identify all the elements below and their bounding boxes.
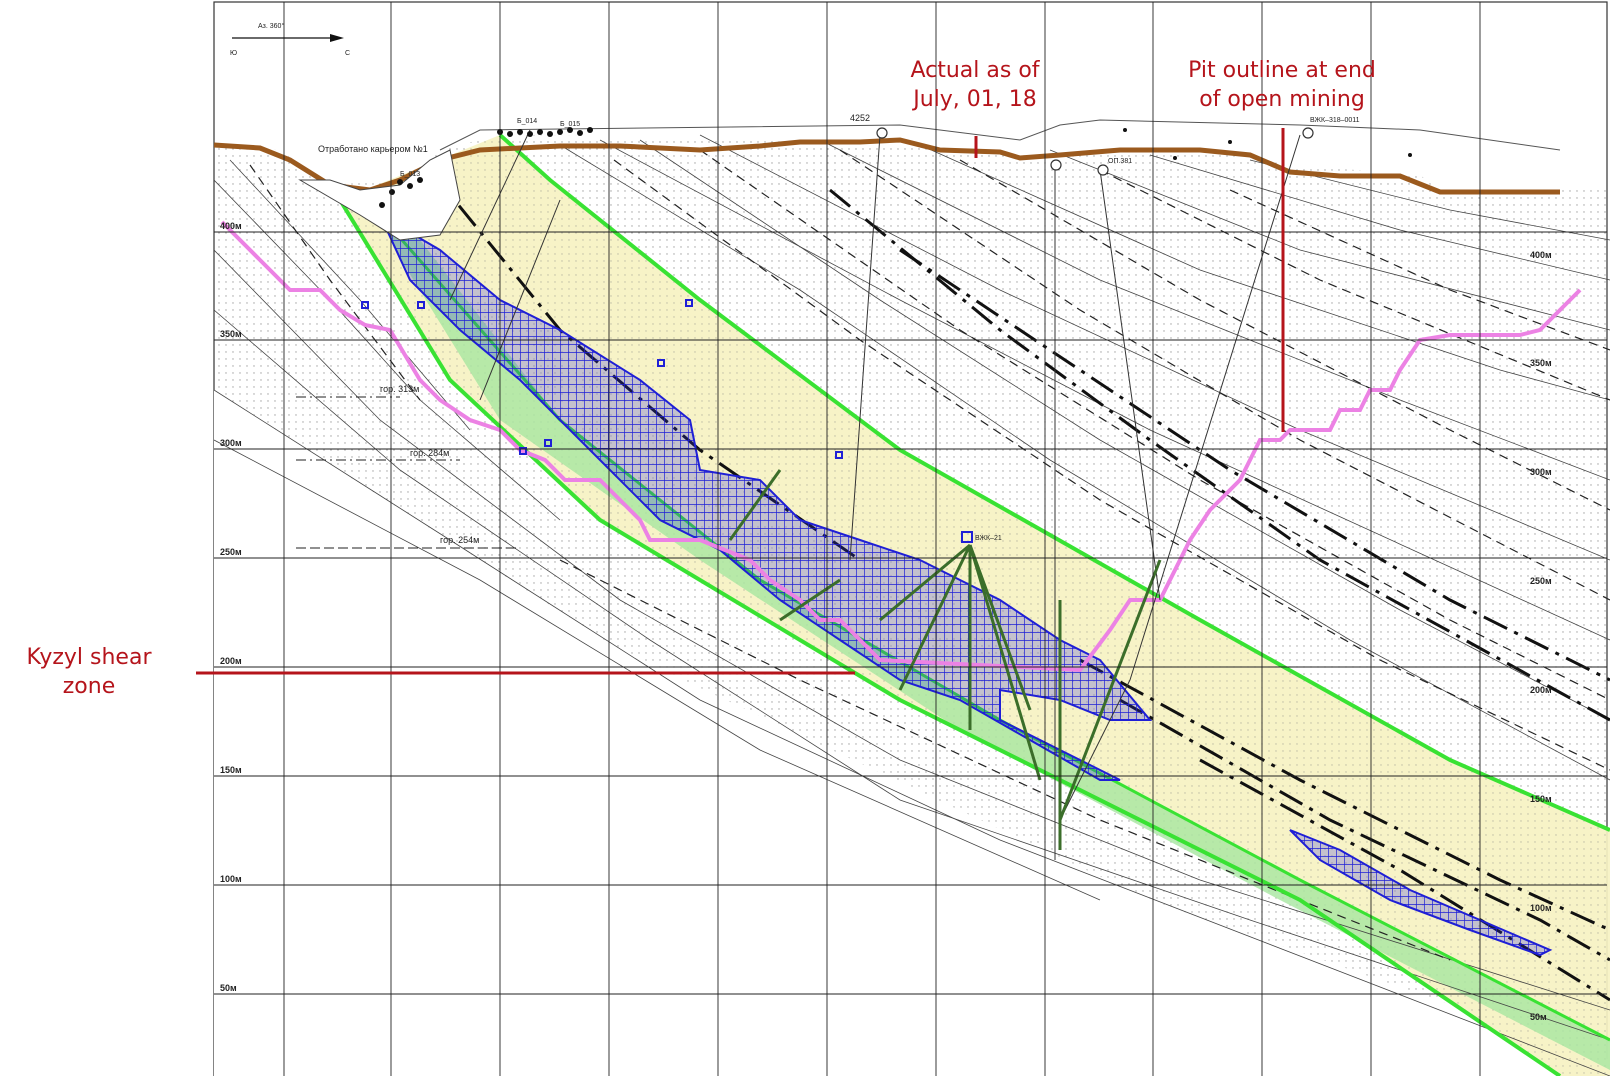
borehole-collars (876, 127, 1314, 176)
bh-label-a: ВЖК–318–0011 (1310, 117, 1360, 124)
elevation-label-left: 350м (220, 329, 242, 339)
ore-body-main (377, 212, 1153, 781)
contact-lines (214, 134, 1610, 1076)
bh-014-label: Б_014 (517, 118, 537, 125)
actual-callout-line2: July, 01, 18 (911, 87, 1037, 112)
elevation-label-right: 100м (1530, 903, 1552, 913)
drillholes (449, 129, 1301, 860)
elevation-label-right: 250м (1530, 576, 1552, 586)
topography-line (214, 137, 1560, 195)
bh-015-label: Б_015 (560, 121, 580, 128)
elevation-labels-right: 400м 350м 300м 250м 200м 150м 100м 50м (1530, 250, 1552, 1022)
elevation-label-left: 300м (220, 438, 242, 448)
kyzyl-callout-line2: zone (63, 674, 116, 699)
surface-profile (439, 119, 1561, 151)
drift-label: ВЖК–21 (975, 535, 1002, 542)
dashed-lithology-lines (249, 149, 1610, 961)
actual-callout-line1: Actual as of (910, 58, 1040, 83)
lower-country-rock (214, 390, 1610, 1076)
elevation-labels-left: 400м 350м 300м 250м 200м 150м 100м 50м (220, 221, 242, 993)
elevation-label-right: 150м (1530, 794, 1552, 804)
level-lines (296, 396, 520, 549)
coordinate-grid (214, 2, 1607, 1076)
elevation-label-left: 50м (220, 983, 237, 993)
elevation-label-right: 50м (1530, 1012, 1547, 1022)
hole-id-label: 4252 (850, 113, 870, 123)
ore-body-lower-lens (1289, 829, 1553, 957)
actual-callout: Actual as of July, 01, 18 (910, 58, 1041, 158)
pit-callout-line2: of open mining (1199, 87, 1365, 112)
kyzyl-callout-line1: Kyzyl shear (27, 645, 153, 670)
pit-callout-line1: Pit outline at end (1188, 58, 1376, 83)
level-313-label: гор. 313м (380, 384, 419, 394)
elevation-label-right: 350м (1530, 358, 1552, 368)
elevation-label-right: 200м (1530, 685, 1552, 695)
elevation-label-left: 400м (220, 221, 242, 231)
pit-outline-callout: Pit outline at end of open mining (1188, 58, 1376, 432)
level-284-label: гор. 284м (410, 448, 449, 458)
mined-out-label: Отработано карьером №1 (318, 144, 428, 154)
boulder-dots (379, 127, 1412, 208)
elevation-label-left: 150м (220, 765, 242, 775)
elevation-label-left: 200м (220, 656, 242, 666)
sample-markers (361, 299, 973, 543)
north-arrow-left: Ю (230, 50, 237, 57)
bh-013-label: Б_013 (400, 171, 420, 178)
north-arrow-azimuth: Аз. 360° (258, 22, 284, 30)
shear-hangingwall-boundary (498, 133, 1610, 832)
north-arrow-right: С (345, 50, 350, 57)
elevation-label-left: 250м (220, 547, 242, 557)
bh-label-b: ОП.381 (1108, 158, 1132, 165)
elevation-label-right: 400м (1530, 250, 1552, 260)
level-254-label: гор. 254м (440, 535, 479, 545)
final-pit-outline (220, 220, 1582, 673)
elevation-label-left: 100м (220, 874, 242, 884)
footwall-green-band (380, 215, 1610, 1070)
shear-footwall-boundary (338, 198, 1562, 1076)
drill-fans (728, 469, 1162, 850)
north-arrow: Аз. 360° Ю С (230, 22, 350, 57)
kyzyl-callout: Kyzyl shear zone (27, 645, 855, 699)
elevation-label-right: 300м (1530, 467, 1552, 477)
